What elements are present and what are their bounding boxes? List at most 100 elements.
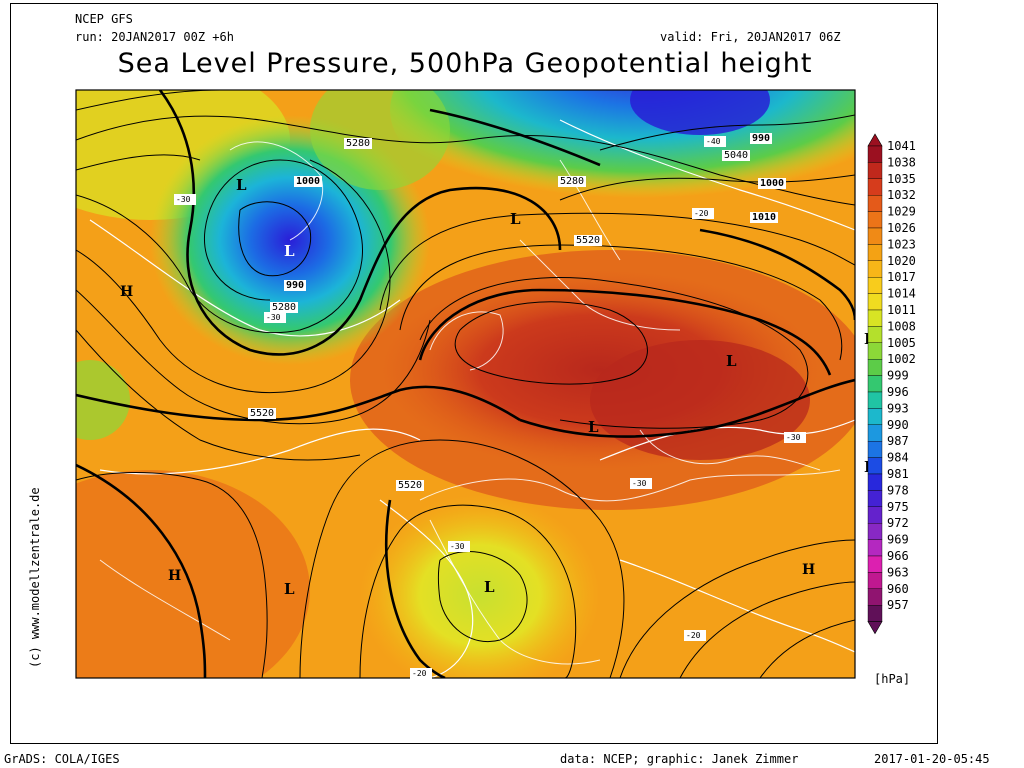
legend-level-label: 1041 — [887, 139, 916, 153]
legend-swatch — [867, 424, 883, 442]
legend-swatch — [867, 391, 883, 409]
legend-level-label: 1026 — [887, 221, 916, 235]
legend-swatch — [867, 227, 883, 245]
isobar-label: 1000 — [296, 176, 320, 187]
legend-level-label: 1008 — [887, 319, 916, 333]
contour-label-background — [630, 478, 652, 489]
low-pressure-label: L — [484, 578, 495, 596]
temperature-label: -30 — [786, 433, 801, 442]
temperature-label: -30 — [266, 313, 281, 322]
legend-swatch — [867, 555, 883, 573]
temperature-label: -20 — [686, 631, 701, 640]
legend-swatch — [867, 178, 883, 196]
geopotential-label: 5280 — [560, 176, 584, 187]
high-pressure-label: H — [802, 562, 815, 578]
legend-swatch — [867, 588, 883, 606]
legend-level-label: 957 — [887, 598, 909, 612]
contour-label-background — [284, 280, 306, 291]
legend-swatch — [867, 326, 883, 343]
geopotential-label: 5040 — [724, 150, 748, 161]
contour-label-background — [270, 302, 298, 313]
pressure-system-labels: HHHLLLLLLLLL — [120, 176, 875, 598]
contour-label-background — [174, 194, 196, 205]
legend-swatch — [867, 457, 883, 475]
low-pressure-label: L — [510, 210, 521, 228]
legend-level-label: 960 — [887, 582, 909, 596]
contour-label-background — [784, 432, 806, 443]
legend-arrow-top — [867, 133, 883, 147]
legend-swatch — [867, 506, 883, 524]
legend-level-label: 996 — [887, 385, 909, 399]
contour-label-background — [294, 176, 322, 187]
legend-level-label: 1029 — [887, 205, 916, 219]
contour-label-background — [248, 408, 276, 419]
contour-label-background — [750, 212, 778, 223]
legend-level-label: 984 — [887, 451, 909, 465]
legend-swatch — [867, 572, 883, 590]
legend-swatch — [867, 260, 883, 278]
high-pressure-label: H — [168, 568, 181, 584]
legend-swatch — [867, 277, 883, 294]
temperature-label: -40 — [706, 137, 721, 146]
legend-level-label: 999 — [887, 369, 909, 383]
temperature-label: -30 — [632, 479, 647, 488]
legend-level-label: 978 — [887, 483, 909, 497]
legend-swatch — [867, 342, 883, 360]
legend-swatch — [867, 359, 883, 376]
legend-level-label: 1005 — [887, 336, 916, 350]
legend-level-label: 1038 — [887, 155, 916, 169]
contour-label-background — [410, 668, 432, 679]
legend-level-label: 969 — [887, 533, 909, 547]
isobar-label: 1010 — [752, 212, 776, 223]
geopotential-label: 5520 — [398, 480, 422, 491]
footer-credit: data: NCEP; graphic: Janek Zimmer — [560, 752, 799, 766]
legend-level-label: 1020 — [887, 254, 916, 268]
legend-swatch — [867, 194, 883, 212]
valid-time: valid: Fri, 20JAN2017 06Z — [660, 30, 841, 44]
contour-label-background — [344, 138, 372, 149]
legend-level-label: 1035 — [887, 172, 916, 186]
model-name: NCEP GFS — [75, 12, 133, 26]
contour-labels: 5280 5280 5280 5040 5520 5520 5520 1000 1000 990 9… — [174, 133, 806, 679]
geopotential-height-contours — [76, 90, 855, 678]
footer-timestamp: 2017-01-20-05:45 — [874, 752, 990, 766]
contour-label-background — [758, 178, 786, 189]
contour-label-background — [750, 133, 772, 144]
legend-level-label: 975 — [887, 500, 909, 514]
legend-arrow-bottom — [867, 621, 883, 635]
contour-label-background — [448, 541, 470, 552]
footer-software: GrADS: COLA/IGES — [4, 752, 120, 766]
low-pressure-label: L — [726, 352, 737, 370]
map-field — [76, 90, 855, 678]
legend-swatch — [867, 309, 883, 327]
legend-unit: [hPa] — [874, 672, 911, 686]
temperature-label: -30 — [176, 195, 191, 204]
legend-swatch — [867, 523, 883, 540]
low-pressure-label: L — [236, 176, 247, 194]
isobar-label: 990 — [286, 280, 304, 291]
geopotential-label: 5520 — [250, 408, 274, 419]
isobar-label: 990 — [752, 133, 770, 144]
side-credit: (c) www.modellzentrale.de — [28, 487, 42, 668]
temperature-label: -20 — [412, 669, 427, 678]
temperature-label: -20 — [694, 209, 709, 218]
isobar-label: 1000 — [760, 178, 784, 189]
high-pressure-label: H — [120, 284, 133, 300]
legend-level-label: 1017 — [887, 270, 916, 284]
temperature-contours — [89, 119, 855, 678]
legend-swatch — [867, 605, 883, 622]
legend-swatch — [867, 490, 883, 507]
legend-swatch — [867, 162, 883, 179]
legend-swatch — [867, 539, 883, 557]
legend-level-label: 966 — [887, 549, 909, 563]
contour-label-background — [722, 150, 750, 161]
legend-swatch — [867, 473, 883, 491]
legend-swatch — [867, 375, 883, 393]
legend-swatch — [867, 293, 883, 311]
contour-label-background — [684, 630, 706, 641]
legend-level-label: 987 — [887, 434, 909, 448]
contour-label-background — [704, 136, 726, 147]
map-title: Sea Level Pressure, 500hPa Geopotential … — [117, 48, 813, 79]
run-info: run: 20JAN2017 00Z +6h — [75, 30, 234, 44]
legend-level-label: 1002 — [887, 352, 916, 366]
